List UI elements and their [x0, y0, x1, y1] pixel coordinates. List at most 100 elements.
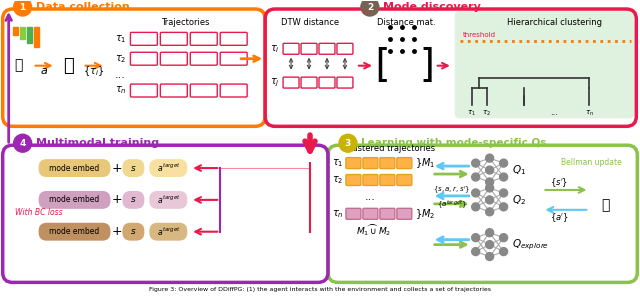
Text: mode embed: mode embed [49, 195, 100, 204]
Text: $\tau_i$: $\tau_i$ [270, 43, 280, 55]
FancyBboxPatch shape [220, 52, 247, 65]
Text: $\tau_n$: $\tau_n$ [585, 108, 594, 118]
FancyBboxPatch shape [149, 159, 188, 177]
Text: Mode discovery: Mode discovery [383, 2, 481, 12]
Text: 2: 2 [367, 3, 373, 12]
Text: $\{a^{target}\}$: $\{a^{target}\}$ [436, 198, 467, 211]
Text: $M_1 \cup M_2$: $M_1 \cup M_2$ [356, 226, 392, 238]
FancyBboxPatch shape [346, 208, 361, 219]
FancyBboxPatch shape [346, 158, 361, 169]
FancyBboxPatch shape [380, 175, 395, 185]
Text: With BC loss: With BC loss [15, 208, 62, 217]
Text: $\tau_n$: $\tau_n$ [115, 85, 126, 97]
Text: $Q_1$: $Q_1$ [511, 163, 525, 177]
Circle shape [486, 178, 493, 186]
Circle shape [486, 154, 493, 162]
FancyBboxPatch shape [131, 84, 157, 97]
Text: $\} M_2$: $\} M_2$ [415, 207, 435, 221]
Text: +: + [111, 162, 122, 175]
FancyBboxPatch shape [190, 52, 217, 65]
Text: Distance mat.: Distance mat. [378, 18, 436, 27]
FancyBboxPatch shape [319, 43, 335, 54]
Text: mode embed: mode embed [49, 227, 100, 236]
Text: ...: ... [550, 108, 559, 117]
Circle shape [500, 189, 508, 197]
Text: +: + [111, 225, 122, 238]
Text: 🌍: 🌍 [63, 57, 74, 75]
Text: $s$: $s$ [130, 164, 137, 173]
Circle shape [13, 134, 31, 152]
FancyBboxPatch shape [190, 32, 217, 45]
FancyBboxPatch shape [301, 43, 317, 54]
Text: Learning with mode-specific Qs: Learning with mode-specific Qs [361, 138, 547, 148]
Bar [27, 27, 31, 43]
Circle shape [472, 189, 479, 197]
Circle shape [500, 203, 508, 211]
Text: Hierarchical clustering: Hierarchical clustering [507, 18, 602, 27]
Text: $\smile$: $\smile$ [367, 220, 381, 230]
FancyBboxPatch shape [363, 158, 378, 169]
Text: $a^{target}$: $a^{target}$ [157, 194, 180, 206]
Text: $\tau_j$: $\tau_j$ [270, 76, 280, 89]
Circle shape [486, 253, 493, 260]
Text: 1: 1 [20, 3, 26, 12]
FancyBboxPatch shape [397, 208, 412, 219]
Text: $s$: $s$ [130, 195, 137, 204]
FancyBboxPatch shape [131, 52, 157, 65]
FancyBboxPatch shape [397, 158, 412, 169]
Text: 4: 4 [19, 139, 26, 148]
FancyBboxPatch shape [38, 159, 111, 177]
Text: ]: ] [416, 47, 440, 85]
Text: $\} M_1$: $\} M_1$ [415, 156, 435, 170]
Text: $\tau_2$: $\tau_2$ [332, 174, 344, 186]
Circle shape [472, 248, 479, 256]
Text: $\tau_1$: $\tau_1$ [115, 33, 126, 45]
Text: $\tau_1$: $\tau_1$ [467, 108, 476, 118]
FancyBboxPatch shape [283, 77, 299, 88]
Text: ...: ... [364, 192, 375, 202]
Bar [20, 27, 25, 39]
Text: threshold: threshold [463, 32, 496, 38]
Text: mode embed: mode embed [49, 164, 100, 173]
FancyBboxPatch shape [161, 84, 188, 97]
Text: $\{s,a,r,s^\prime\}$: $\{s,a,r,s^\prime\}$ [433, 184, 470, 196]
Text: 🤖: 🤖 [601, 198, 609, 212]
FancyBboxPatch shape [220, 84, 247, 97]
Text: $a^{target}$: $a^{target}$ [157, 226, 180, 238]
Circle shape [500, 248, 508, 256]
Text: ...: ... [115, 70, 126, 80]
Text: $a^{target}$: $a^{target}$ [157, 162, 180, 174]
Text: Bellman update: Bellman update [561, 158, 622, 167]
Text: $\{\tau_i\}$: $\{\tau_i\}$ [83, 64, 104, 77]
Text: $\tau_n$: $\tau_n$ [332, 208, 344, 220]
FancyBboxPatch shape [337, 77, 353, 88]
Circle shape [486, 208, 493, 216]
FancyBboxPatch shape [131, 32, 157, 45]
Text: $Q_{explore}$: $Q_{explore}$ [511, 238, 548, 252]
FancyBboxPatch shape [190, 84, 217, 97]
FancyBboxPatch shape [363, 208, 378, 219]
Text: $a$: $a$ [40, 66, 47, 76]
FancyBboxPatch shape [122, 191, 145, 209]
Circle shape [472, 234, 479, 242]
Circle shape [486, 241, 493, 249]
Circle shape [486, 229, 493, 237]
Text: 🤖: 🤖 [15, 59, 23, 73]
FancyBboxPatch shape [149, 191, 188, 209]
Text: Figure 3: Overview of DDiffPG: (1) the agent interacts with the environment and : Figure 3: Overview of DDiffPG: (1) the a… [149, 287, 491, 292]
FancyBboxPatch shape [337, 43, 353, 54]
Circle shape [486, 184, 493, 192]
Circle shape [472, 173, 479, 181]
FancyBboxPatch shape [283, 43, 299, 54]
Circle shape [486, 166, 493, 174]
FancyBboxPatch shape [454, 11, 634, 118]
Bar [34, 27, 38, 47]
FancyBboxPatch shape [380, 158, 395, 169]
FancyBboxPatch shape [122, 223, 145, 241]
Circle shape [486, 196, 493, 204]
FancyBboxPatch shape [38, 191, 111, 209]
Bar [13, 27, 18, 35]
FancyBboxPatch shape [38, 223, 111, 241]
Text: $\{a'\}$: $\{a'\}$ [550, 211, 569, 224]
Text: [: [ [369, 47, 392, 85]
